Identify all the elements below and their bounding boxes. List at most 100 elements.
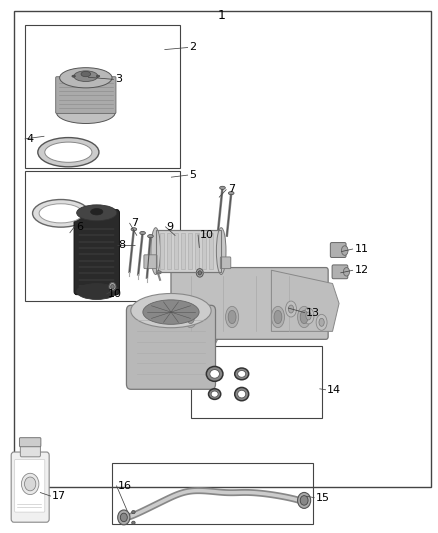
Bar: [112, 463, 313, 524]
Ellipse shape: [303, 308, 314, 324]
Ellipse shape: [77, 205, 117, 221]
Text: 14: 14: [327, 385, 341, 395]
Ellipse shape: [208, 389, 221, 399]
Ellipse shape: [91, 208, 103, 215]
Ellipse shape: [342, 246, 348, 255]
Bar: [25, 25, 180, 168]
Text: 3: 3: [115, 75, 122, 84]
Text: 10: 10: [108, 289, 122, 299]
Ellipse shape: [45, 142, 92, 163]
Ellipse shape: [143, 300, 199, 324]
Ellipse shape: [198, 271, 201, 275]
Ellipse shape: [196, 269, 203, 277]
Ellipse shape: [297, 492, 311, 508]
Ellipse shape: [74, 71, 98, 82]
FancyBboxPatch shape: [330, 243, 346, 257]
Ellipse shape: [219, 186, 225, 189]
Ellipse shape: [306, 312, 311, 320]
FancyBboxPatch shape: [11, 452, 49, 522]
Ellipse shape: [228, 310, 236, 324]
Ellipse shape: [77, 284, 117, 300]
Ellipse shape: [187, 310, 194, 324]
Bar: [160, 233, 164, 269]
Ellipse shape: [300, 496, 308, 505]
Polygon shape: [272, 270, 339, 332]
Ellipse shape: [297, 306, 311, 328]
FancyBboxPatch shape: [171, 268, 328, 340]
Ellipse shape: [32, 199, 89, 227]
Ellipse shape: [140, 231, 145, 235]
Text: 6: 6: [76, 222, 83, 232]
Bar: [202, 233, 206, 269]
Ellipse shape: [39, 204, 83, 223]
Bar: [155, 230, 221, 272]
Bar: [25, 171, 180, 301]
Ellipse shape: [274, 310, 282, 324]
Ellipse shape: [111, 285, 114, 289]
Ellipse shape: [60, 68, 112, 88]
Ellipse shape: [210, 369, 219, 378]
Text: 9: 9: [166, 222, 174, 232]
Ellipse shape: [228, 191, 234, 195]
Ellipse shape: [57, 101, 115, 124]
Ellipse shape: [184, 306, 197, 328]
Ellipse shape: [272, 306, 285, 328]
Ellipse shape: [238, 370, 246, 377]
Bar: [188, 233, 192, 269]
Ellipse shape: [148, 235, 153, 238]
FancyBboxPatch shape: [127, 305, 215, 389]
Ellipse shape: [132, 511, 135, 514]
Ellipse shape: [132, 521, 135, 524]
Ellipse shape: [226, 306, 239, 328]
Text: 12: 12: [354, 265, 368, 275]
Ellipse shape: [211, 391, 218, 397]
FancyBboxPatch shape: [56, 77, 116, 114]
Ellipse shape: [38, 138, 99, 167]
Text: 17: 17: [52, 491, 66, 501]
Bar: [155, 230, 221, 272]
Ellipse shape: [109, 282, 116, 291]
Ellipse shape: [216, 228, 226, 274]
Ellipse shape: [81, 71, 91, 77]
FancyBboxPatch shape: [14, 459, 45, 512]
Ellipse shape: [343, 268, 350, 276]
Text: 8: 8: [119, 240, 126, 250]
Ellipse shape: [238, 390, 246, 398]
Text: 10: 10: [199, 230, 213, 240]
Ellipse shape: [118, 510, 130, 525]
Bar: [167, 233, 171, 269]
Ellipse shape: [316, 314, 327, 330]
Text: 15: 15: [316, 492, 330, 503]
Ellipse shape: [235, 368, 249, 379]
FancyBboxPatch shape: [332, 265, 348, 279]
Ellipse shape: [72, 75, 75, 77]
Text: 4: 4: [26, 134, 33, 144]
Bar: [174, 233, 178, 269]
Text: 16: 16: [118, 481, 132, 490]
Bar: [195, 233, 199, 269]
Text: 1: 1: [217, 9, 225, 22]
Polygon shape: [139, 337, 219, 384]
Bar: [14, 11, 431, 487]
FancyBboxPatch shape: [19, 438, 41, 447]
FancyBboxPatch shape: [220, 257, 231, 269]
Text: 2: 2: [189, 43, 196, 52]
Ellipse shape: [319, 318, 324, 326]
Ellipse shape: [131, 294, 211, 328]
FancyBboxPatch shape: [74, 209, 120, 295]
Ellipse shape: [131, 228, 137, 231]
Bar: [191, 346, 321, 418]
Text: 7: 7: [228, 184, 235, 195]
Text: 13: 13: [306, 308, 320, 318]
Ellipse shape: [300, 310, 308, 324]
Bar: [181, 233, 185, 269]
Circle shape: [21, 473, 39, 495]
Ellipse shape: [120, 513, 127, 522]
Ellipse shape: [206, 367, 223, 381]
Ellipse shape: [235, 387, 249, 401]
Bar: [209, 233, 213, 269]
Text: 11: 11: [354, 244, 368, 254]
Ellipse shape: [288, 305, 293, 313]
Text: 7: 7: [131, 218, 138, 228]
Ellipse shape: [151, 228, 160, 274]
